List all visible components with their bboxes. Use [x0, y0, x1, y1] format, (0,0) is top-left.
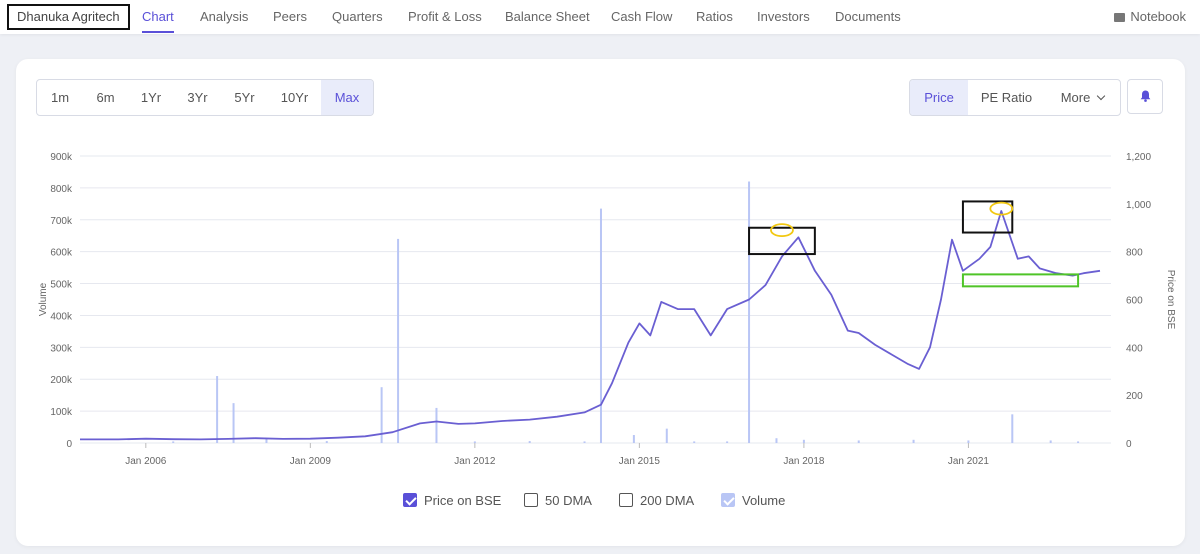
y-right-axis-label: Price on BSE	[1165, 270, 1176, 330]
tab-profit-loss[interactable]: Profit & Loss	[408, 9, 482, 24]
y-right-tick-label: 800	[1126, 248, 1143, 259]
legend-label: 200 DMA	[640, 493, 695, 508]
volume-bar	[726, 441, 729, 443]
more-dropdown[interactable]: More	[1045, 80, 1120, 115]
x-tick-label: Jan 2006	[125, 456, 167, 467]
peak-ellipse	[770, 223, 794, 238]
volume-bar	[967, 440, 970, 443]
checkbox-unchecked-icon	[524, 493, 538, 507]
tab-cash-flow[interactable]: Cash Flow	[611, 9, 673, 24]
y-left-axis-label: Volume	[38, 282, 49, 316]
range-max-button[interactable]: Max	[321, 80, 373, 115]
volume-bar	[216, 376, 219, 443]
y-right-tick-label: 600	[1126, 296, 1143, 307]
y-left-tick-label: 300k	[50, 343, 73, 354]
range-10yr-button[interactable]: 10Yr	[280, 90, 309, 105]
y-right-tick-label: 1,200	[1126, 152, 1151, 163]
price-alert-button[interactable]	[1127, 79, 1163, 114]
volume-bar	[265, 438, 268, 443]
range-1m-button[interactable]: 1m	[50, 90, 70, 105]
volume-bar	[172, 441, 175, 443]
price-volume-chart[interactable]: 0 100k 200k 300k 400k 500k 600k 700k 800k 900k 0 20…	[16, 59, 1185, 479]
y-left-tick-label: 200k	[50, 375, 73, 386]
y-right-tick-label: 1,000	[1126, 200, 1151, 211]
volume-bar	[693, 441, 696, 443]
legend-label: Volume	[742, 493, 786, 508]
volume-bar	[232, 403, 235, 443]
bell-icon	[1140, 90, 1151, 102]
tab-analysis[interactable]: Analysis	[200, 9, 249, 24]
x-tick-label: Jan 2015	[619, 456, 661, 467]
top-navigation: Dhanuka Agritech Chart Analysis Peers Qu…	[0, 0, 1200, 34]
volume-bar	[435, 407, 438, 443]
volume-bar	[802, 439, 805, 443]
highlight-box	[961, 273, 1080, 288]
tab-investors[interactable]: Investors	[757, 9, 810, 24]
y-left-tick-label: 100k	[50, 407, 73, 418]
volume-bar	[1077, 441, 1080, 443]
volume-bar	[748, 181, 751, 443]
y-left-tick-label: 400k	[50, 311, 73, 322]
y-left-tick-label: 900k	[50, 152, 73, 163]
legend-label: 50 DMA	[545, 493, 592, 508]
y-right-tick-label: 400	[1126, 343, 1143, 354]
volume-bar	[397, 238, 400, 443]
notebook-label: Notebook	[1130, 9, 1186, 24]
volume-bar	[1011, 414, 1014, 443]
range-5yr-button[interactable]: 5Yr	[234, 90, 255, 105]
x-tick-label: Jan 2021	[948, 456, 990, 467]
checkbox-unchecked-icon	[619, 493, 633, 507]
volume-bar	[528, 441, 531, 443]
range-3yr-button[interactable]: 3Yr	[187, 90, 208, 105]
volume-bar	[599, 208, 602, 443]
tab-chart[interactable]: Chart	[142, 0, 174, 34]
checkbox-checked-icon	[403, 493, 417, 507]
more-label: More	[1060, 90, 1091, 105]
checkbox-checked-icon	[721, 493, 735, 507]
tab-balance-sheet[interactable]: Balance Sheet	[505, 9, 590, 24]
volume-bar	[857, 440, 860, 443]
y-left-tick-label: 800k	[50, 184, 73, 195]
range-6m-button[interactable]: 6m	[96, 90, 115, 105]
peak-ellipse	[989, 201, 1014, 216]
tab-ratios[interactable]: Ratios	[696, 9, 733, 24]
y-left-tick-label: 600k	[50, 248, 73, 259]
metric-selector: Price PE Ratio More	[909, 79, 1121, 116]
y-left-tick-label: 500k	[50, 280, 73, 291]
tab-documents[interactable]: Documents	[835, 9, 901, 24]
price-line	[80, 210, 1101, 441]
x-tick-label: Jan 2012	[454, 456, 496, 467]
x-tick-label: Jan 2009	[290, 456, 332, 467]
book-icon	[1114, 13, 1126, 22]
volume-bar	[912, 439, 915, 443]
company-name[interactable]: Dhanuka Agritech	[7, 4, 130, 30]
tab-quarters[interactable]: Quarters	[332, 9, 383, 24]
y-left-tick-label: 0	[66, 439, 72, 450]
time-range-selector: 1m 6m 1Yr 3Yr 5Yr 10Yr Max	[36, 79, 374, 116]
y-left-tick-label: 700k	[50, 216, 73, 227]
highlight-box	[961, 200, 1014, 234]
legend-label: Price on BSE	[424, 493, 502, 508]
volume-bar	[380, 387, 383, 443]
pe-ratio-button[interactable]: PE Ratio	[980, 90, 1033, 105]
x-tick-label: Jan 2018	[783, 456, 825, 467]
volume-bar	[775, 438, 778, 443]
highlight-box	[748, 226, 816, 256]
notebook-link[interactable]: Notebook	[1114, 0, 1186, 34]
y-right-tick-label: 0	[1126, 439, 1132, 450]
tab-peers[interactable]: Peers	[273, 9, 307, 24]
volume-bar	[325, 441, 328, 443]
volume-bar	[665, 428, 668, 443]
volume-bar	[1049, 440, 1052, 443]
volume-bar	[473, 441, 476, 443]
y-right-tick-label: 200	[1126, 391, 1143, 402]
range-1yr-button[interactable]: 1Yr	[140, 90, 162, 105]
price-button[interactable]: Price	[910, 80, 968, 115]
chart-card: 1m 6m 1Yr 3Yr 5Yr 10Yr Max Price PE Rati…	[16, 59, 1185, 546]
volume-bar	[583, 441, 586, 443]
volume-bar	[632, 435, 635, 443]
